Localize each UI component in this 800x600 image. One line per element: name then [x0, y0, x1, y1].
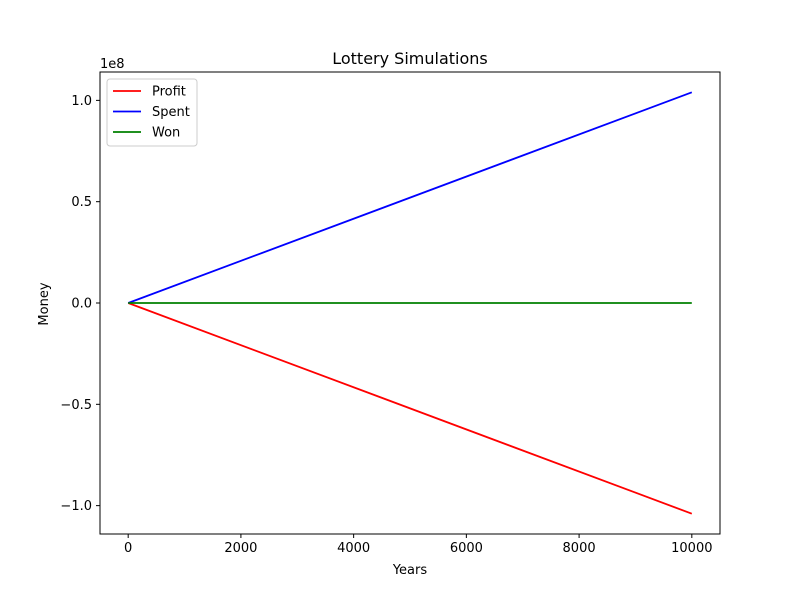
y-tick-label: −1.0: [60, 499, 92, 514]
legend-label-profit: Profit: [152, 85, 186, 100]
y-offset-label: 1e8: [100, 57, 125, 72]
legend-label-spent: Spent: [152, 105, 190, 120]
legend-label-won: Won: [152, 126, 180, 141]
plot-frame: [99, 71, 721, 535]
series-line-profit: [127, 302, 693, 515]
x-tick-label: 6000: [450, 541, 483, 556]
y-axis-label: Money: [37, 282, 52, 325]
legend-box: [106, 78, 198, 147]
x-axis-label: Years: [392, 563, 428, 578]
series-line-spent: [127, 91, 693, 304]
x-tick-label: 10000: [671, 541, 712, 556]
y-tick-label: 0.5: [71, 195, 92, 210]
y-tick-label: −0.5: [60, 398, 92, 413]
series-lines: [127, 91, 693, 515]
y-axis-ticks: 1.0 0.5 0.0 −0.5 −1.0: [60, 94, 100, 514]
x-tick-label: 2000: [224, 541, 257, 556]
y-tick-label: 1.0: [71, 94, 92, 109]
legend: Profit Spent Won: [106, 78, 198, 147]
x-tick-label: 4000: [337, 541, 370, 556]
x-axis-ticks: 0 2000 4000 6000 8000 10000: [124, 534, 712, 556]
chart-title: Lottery Simulations: [332, 49, 488, 68]
x-tick-label: 0: [124, 541, 132, 556]
y-tick-label: 0.0: [71, 297, 92, 312]
x-tick-label: 8000: [563, 541, 596, 556]
